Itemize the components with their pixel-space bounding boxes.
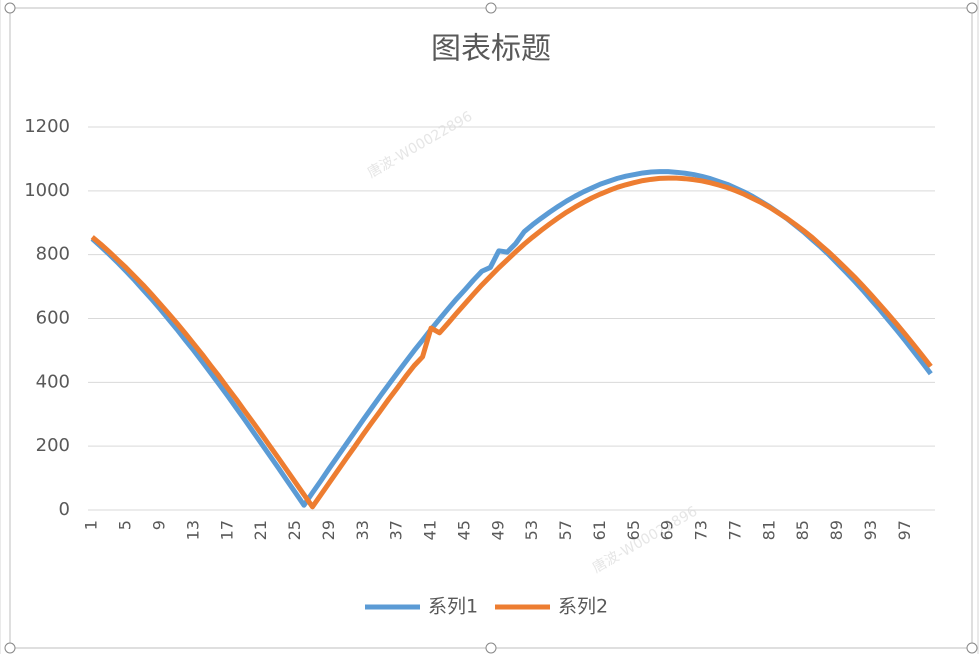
y-tick-label: 0 [59, 499, 70, 520]
x-tick-label: 97 [895, 520, 914, 540]
resize-handles[interactable] [4, 2, 978, 654]
x-tick-label: 89 [827, 520, 846, 540]
legend-label: 系列2 [558, 596, 608, 618]
x-tick-label: 45 [454, 520, 473, 540]
x-tick-label: 37 [387, 520, 406, 540]
series-line [90, 175, 933, 510]
y-tick-label: 1000 [24, 180, 70, 201]
x-tick-label: 85 [793, 520, 812, 540]
x-tick-label: 53 [522, 520, 541, 540]
x-tick-label: 13 [183, 520, 202, 540]
x-tick-label: 25 [285, 520, 304, 540]
x-tick-label: 65 [624, 520, 643, 540]
x-tick-label: 81 [759, 520, 778, 540]
x-tick-label: 41 [421, 520, 440, 540]
x-tick-label: 93 [861, 520, 880, 540]
x-tick-label: 17 [217, 520, 236, 540]
x-tick-label: 21 [251, 520, 270, 540]
x-tick-label: 1 [82, 520, 101, 530]
y-tick-label: 1200 [24, 116, 70, 137]
y-tick-label: 800 [36, 244, 70, 265]
y-tick-label: 200 [36, 435, 70, 456]
x-tick-label: 49 [488, 520, 507, 540]
x-tick-label: 9 [149, 520, 168, 530]
y-tick-label: 400 [36, 371, 70, 392]
y-tick-label: 600 [36, 308, 70, 329]
x-tick-label: 77 [725, 520, 744, 540]
chart-title: 图表标题 [431, 32, 551, 67]
legend-label: 系列1 [428, 596, 478, 618]
x-tick-label: 29 [319, 520, 338, 540]
x-tick-label: 69 [658, 520, 677, 540]
x-tick-label: 57 [556, 520, 575, 540]
chart-area[interactable] [9, 7, 973, 649]
x-tick-label: 61 [590, 520, 609, 540]
x-tick-label: 33 [353, 520, 372, 540]
x-tick-label: 5 [116, 520, 135, 530]
x-tick-label: 73 [692, 520, 711, 540]
